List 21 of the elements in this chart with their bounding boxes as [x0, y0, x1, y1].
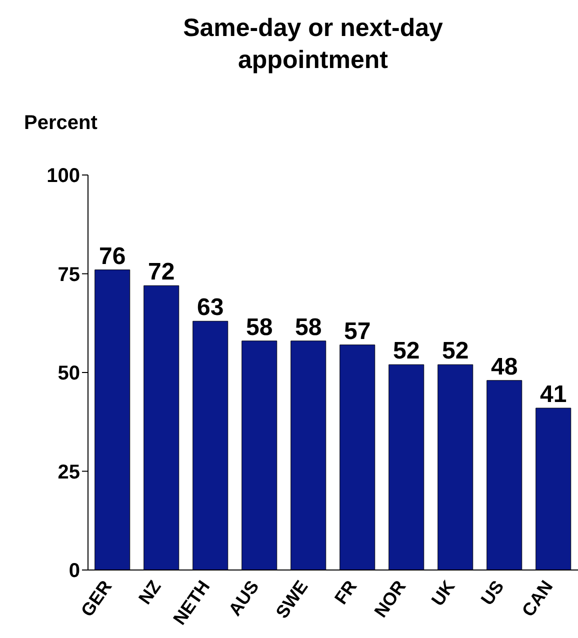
y-tick-label: 100 — [46, 165, 80, 188]
data-label: 48 — [491, 353, 518, 380]
data-label: 52 — [442, 338, 469, 365]
y-tick-label: 0 — [68, 560, 80, 582]
y-axis-title: Percent — [24, 112, 98, 135]
y-tick-label: 75 — [58, 264, 80, 286]
data-label: 63 — [197, 294, 224, 322]
x-tick-label: NZ — [134, 576, 165, 608]
x-tick-label: US — [477, 576, 508, 609]
data-label: 57 — [344, 318, 371, 345]
data-label: 76 — [99, 242, 126, 270]
data-label: 72 — [148, 258, 175, 286]
data-label: 52 — [393, 338, 420, 365]
chart-title: Same-day or next-day appointment — [182, 13, 444, 76]
data-label: 58 — [295, 314, 322, 341]
y-tick-label: 25 — [58, 461, 80, 484]
data-label: 58 — [246, 314, 273, 341]
data-label: 41 — [540, 381, 567, 408]
y-tick-label: 50 — [58, 362, 80, 385]
x-tick-label: FR — [330, 576, 361, 608]
x-tick-label: UK — [427, 576, 459, 610]
